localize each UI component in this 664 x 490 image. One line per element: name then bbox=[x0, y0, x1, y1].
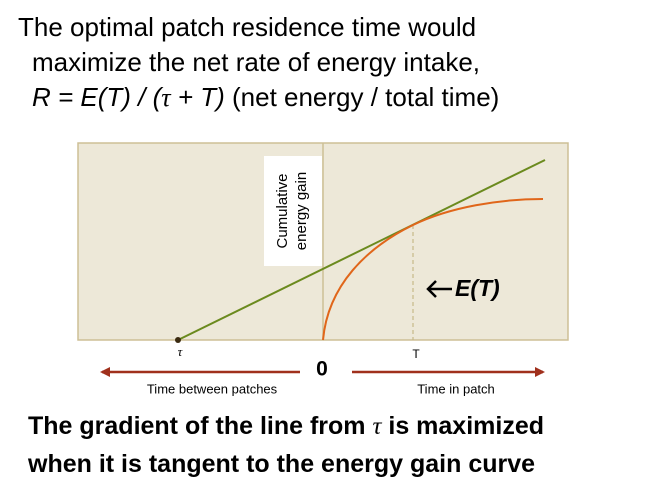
origin-label: 0 bbox=[316, 358, 328, 381]
title-line: R = E(T) / (τ + T) (net energy / total t… bbox=[32, 84, 499, 111]
t-label: T bbox=[412, 347, 420, 361]
y-axis-label: Cumulative bbox=[274, 173, 291, 248]
label-arrow bbox=[426, 280, 452, 298]
tangent-line bbox=[177, 159, 546, 341]
formula: + T) bbox=[170, 82, 225, 112]
right-arrow-label: Time in patch bbox=[417, 381, 495, 396]
tau: τ bbox=[161, 83, 171, 112]
y-axis-label: energy gain bbox=[293, 172, 310, 250]
tau-point bbox=[175, 337, 181, 343]
tau-label: τ bbox=[178, 344, 184, 359]
left-arrow-label: Time between patches bbox=[147, 381, 278, 396]
formula: R = E(T) / ( bbox=[32, 82, 162, 112]
title-line: maximize the net rate of energy intake, bbox=[32, 47, 481, 77]
conclusion-line: The gradient of the line from τ is maxim… bbox=[28, 412, 544, 440]
tau: τ bbox=[372, 413, 382, 440]
conclusion-line: when it is tangent to the energy gain cu… bbox=[28, 450, 536, 478]
text: The gradient of the line from bbox=[28, 412, 373, 440]
formula-note: (net energy / total time) bbox=[224, 82, 500, 112]
text: is maximized bbox=[381, 412, 544, 440]
title-line: The optimal patch residence time would bbox=[18, 12, 477, 42]
label-box bbox=[264, 156, 322, 266]
curve-label: E(T) bbox=[455, 275, 500, 301]
gain-curve bbox=[322, 198, 544, 341]
